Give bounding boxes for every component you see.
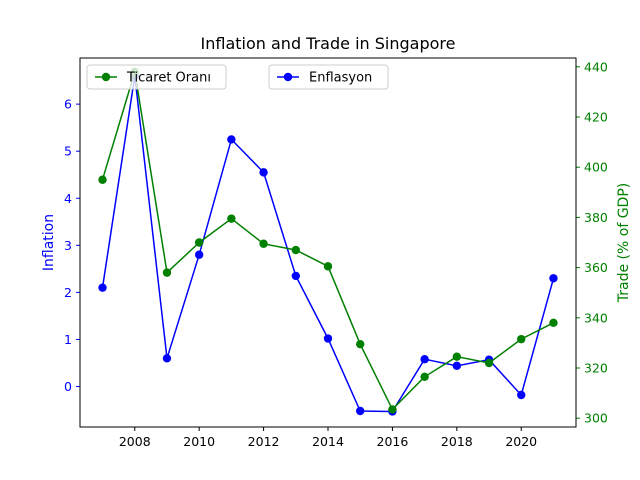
data-point-trade <box>356 339 365 349</box>
y-axis-label-left: Inflation <box>41 214 57 271</box>
chart-title: Inflation and Trade in Singapore <box>201 34 456 53</box>
x-tick-label: 2018 <box>441 434 473 449</box>
legend-marker-trade <box>101 72 111 82</box>
data-point-trade <box>98 175 107 184</box>
data-point-inflation <box>291 271 300 281</box>
data-point-inflation <box>259 168 268 177</box>
data-point-inflation <box>98 283 107 292</box>
y-axis-label-right: Trade (% of GDP) <box>616 183 632 303</box>
x-tick-label: 2020 <box>505 434 537 449</box>
legend-box-trade <box>86 64 227 90</box>
data-point-trade <box>388 405 397 414</box>
data-point-trade <box>484 358 494 368</box>
y-tick-label-left: 4 <box>64 191 72 206</box>
data-point-inflation <box>323 334 333 343</box>
data-point-inflation <box>452 361 462 371</box>
y-tick-label-left: 6 <box>64 97 72 112</box>
data-point-trade <box>259 239 268 248</box>
y-tick-label-right: 300 <box>584 411 608 426</box>
legend-box-inflation <box>268 64 389 90</box>
data-point-trade <box>291 245 300 255</box>
x-tick-label: 2008 <box>119 434 151 449</box>
y-tick-label-left: 2 <box>64 285 72 300</box>
y-tick-label-left: 3 <box>64 238 72 253</box>
y-tick-label-right: 380 <box>584 210 608 225</box>
data-point-trade <box>452 352 462 361</box>
legend-marker-inflation <box>283 72 293 82</box>
legend-label-inflation: Enflasyon <box>309 71 372 86</box>
data-point-inflation <box>356 406 365 416</box>
data-point-trade <box>227 214 236 223</box>
x-tick-label: 2010 <box>183 434 215 449</box>
data-point-trade <box>517 334 526 344</box>
y-tick-label-right: 440 <box>584 59 608 74</box>
y-tick-label-right: 360 <box>584 260 608 275</box>
y-tick-label-right: 320 <box>584 361 608 376</box>
data-point-trade <box>194 238 204 247</box>
data-point-inflation <box>227 135 236 144</box>
x-tick-label: 2016 <box>377 434 409 449</box>
data-point-inflation <box>420 355 429 364</box>
data-point-trade <box>323 262 333 271</box>
legend-label-trade: Ticaret Oranı <box>126 71 211 86</box>
x-tick-label: 2014 <box>312 434 344 449</box>
data-point-inflation <box>162 354 172 363</box>
y-tick-label-left: 1 <box>64 332 72 347</box>
y-tick-label-right: 420 <box>584 109 608 124</box>
data-point-trade <box>162 268 172 277</box>
y-tick-label-left: 5 <box>64 144 72 159</box>
y-tick-label-right: 400 <box>584 160 608 175</box>
data-point-trade <box>549 318 558 328</box>
data-point-inflation <box>549 274 558 283</box>
plot-frame <box>79 57 577 428</box>
y-tick-label-left: 0 <box>64 379 72 394</box>
x-tick-label: 2012 <box>248 434 280 449</box>
data-point-inflation <box>517 390 526 400</box>
y-tick-label-right: 340 <box>584 310 608 325</box>
data-point-trade <box>420 372 429 381</box>
data-point-inflation <box>194 250 204 259</box>
